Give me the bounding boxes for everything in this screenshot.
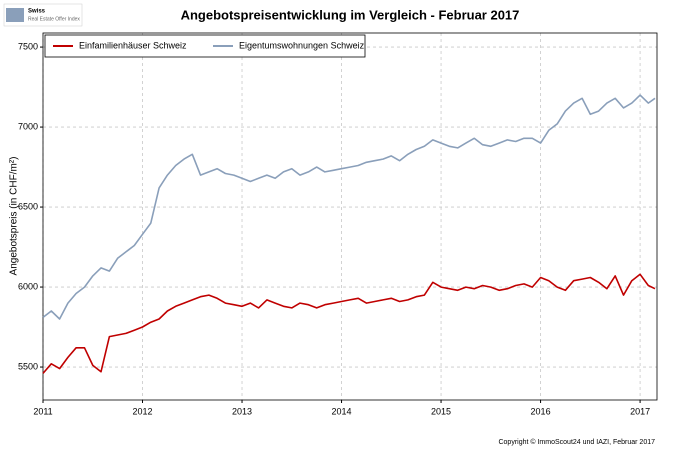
y-tick-label: 6500 <box>18 201 38 211</box>
y-tick-label: 5500 <box>18 361 38 371</box>
y-tick-label: 6000 <box>18 281 38 291</box>
y-tick-label: 7500 <box>18 41 38 51</box>
x-tick-label: 2014 <box>332 406 352 416</box>
logo-title: Swiss <box>28 9 46 15</box>
series-line <box>42 94 656 320</box>
series-line <box>42 273 656 374</box>
y-tick-label: 7000 <box>18 121 38 131</box>
x-tick-label: 2011 <box>33 406 52 416</box>
legend-box <box>44 34 366 58</box>
x-tick-label: 2012 <box>132 406 152 416</box>
x-tick-label: 2013 <box>232 406 252 416</box>
legend-label: Einfamilienhäuser Schweiz <box>79 40 187 50</box>
plot-frame <box>42 32 658 401</box>
chart-title: Angebotspreisentwicklung im Vergleich - … <box>181 7 520 22</box>
x-tick-label: 2016 <box>531 406 551 416</box>
y-axis-label: Angebotspreis (in CHF/m²) <box>9 157 20 276</box>
x-tick-label: 2017 <box>630 406 650 416</box>
legend-label: Eigentumswohnungen Schweiz <box>239 40 365 50</box>
logo-subtitle: Real Estate Offer Index <box>28 16 80 22</box>
x-tick-label: 2015 <box>431 406 451 416</box>
footnote: Copyright © ImmoScout24 und IAZI, Februa… <box>498 438 655 446</box>
logo-icon <box>6 8 24 22</box>
